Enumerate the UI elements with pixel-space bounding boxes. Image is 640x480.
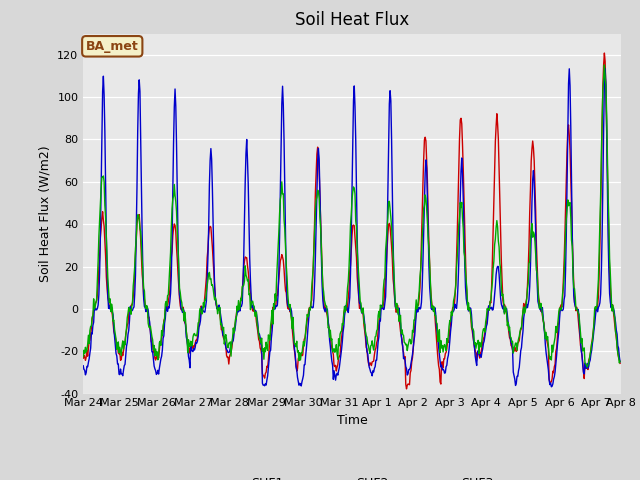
SHF2 [227,343,235,349]
SHF2 [145,307,152,313]
SHF3 [89,313,97,319]
SHF2 [417,305,424,311]
SHF3 [79,354,87,360]
Y-axis label: Soil Heat Flux (W/m2): Soil Heat Flux (W/m2) [38,145,52,282]
SHF1 [433,345,441,351]
SHF3 [145,320,152,326]
SHF3 [616,359,624,364]
SHF2 [616,359,624,365]
SHF1 [403,386,410,392]
SHF1 [417,240,425,245]
SHF1 [616,360,624,366]
SHF3 [433,320,440,325]
SHF1 [600,50,608,56]
SHF3 [584,364,591,370]
SHF2 [602,66,609,72]
SHF3 [600,62,608,68]
Text: BA_met: BA_met [86,40,139,53]
SHF2 [79,363,87,369]
SHF1 [199,306,207,312]
Title: Soil Heat Flux: Soil Heat Flux [295,11,409,29]
SHF3 [199,308,207,313]
Line: SHF1: SHF1 [83,53,620,389]
SHF1 [79,355,87,361]
SHF2 [89,323,97,328]
SHF2 [433,323,440,329]
X-axis label: Time: Time [337,414,367,427]
Line: SHF3: SHF3 [83,65,620,367]
SHF2 [199,307,207,313]
SHF3 [227,353,235,359]
Line: SHF2: SHF2 [83,69,620,387]
SHF1 [145,315,152,321]
SHF2 [547,384,555,390]
SHF1 [227,349,235,355]
SHF1 [89,314,97,320]
Legend: SHF1, SHF2, SHF3: SHF1, SHF2, SHF3 [205,472,499,480]
SHF3 [417,266,424,272]
